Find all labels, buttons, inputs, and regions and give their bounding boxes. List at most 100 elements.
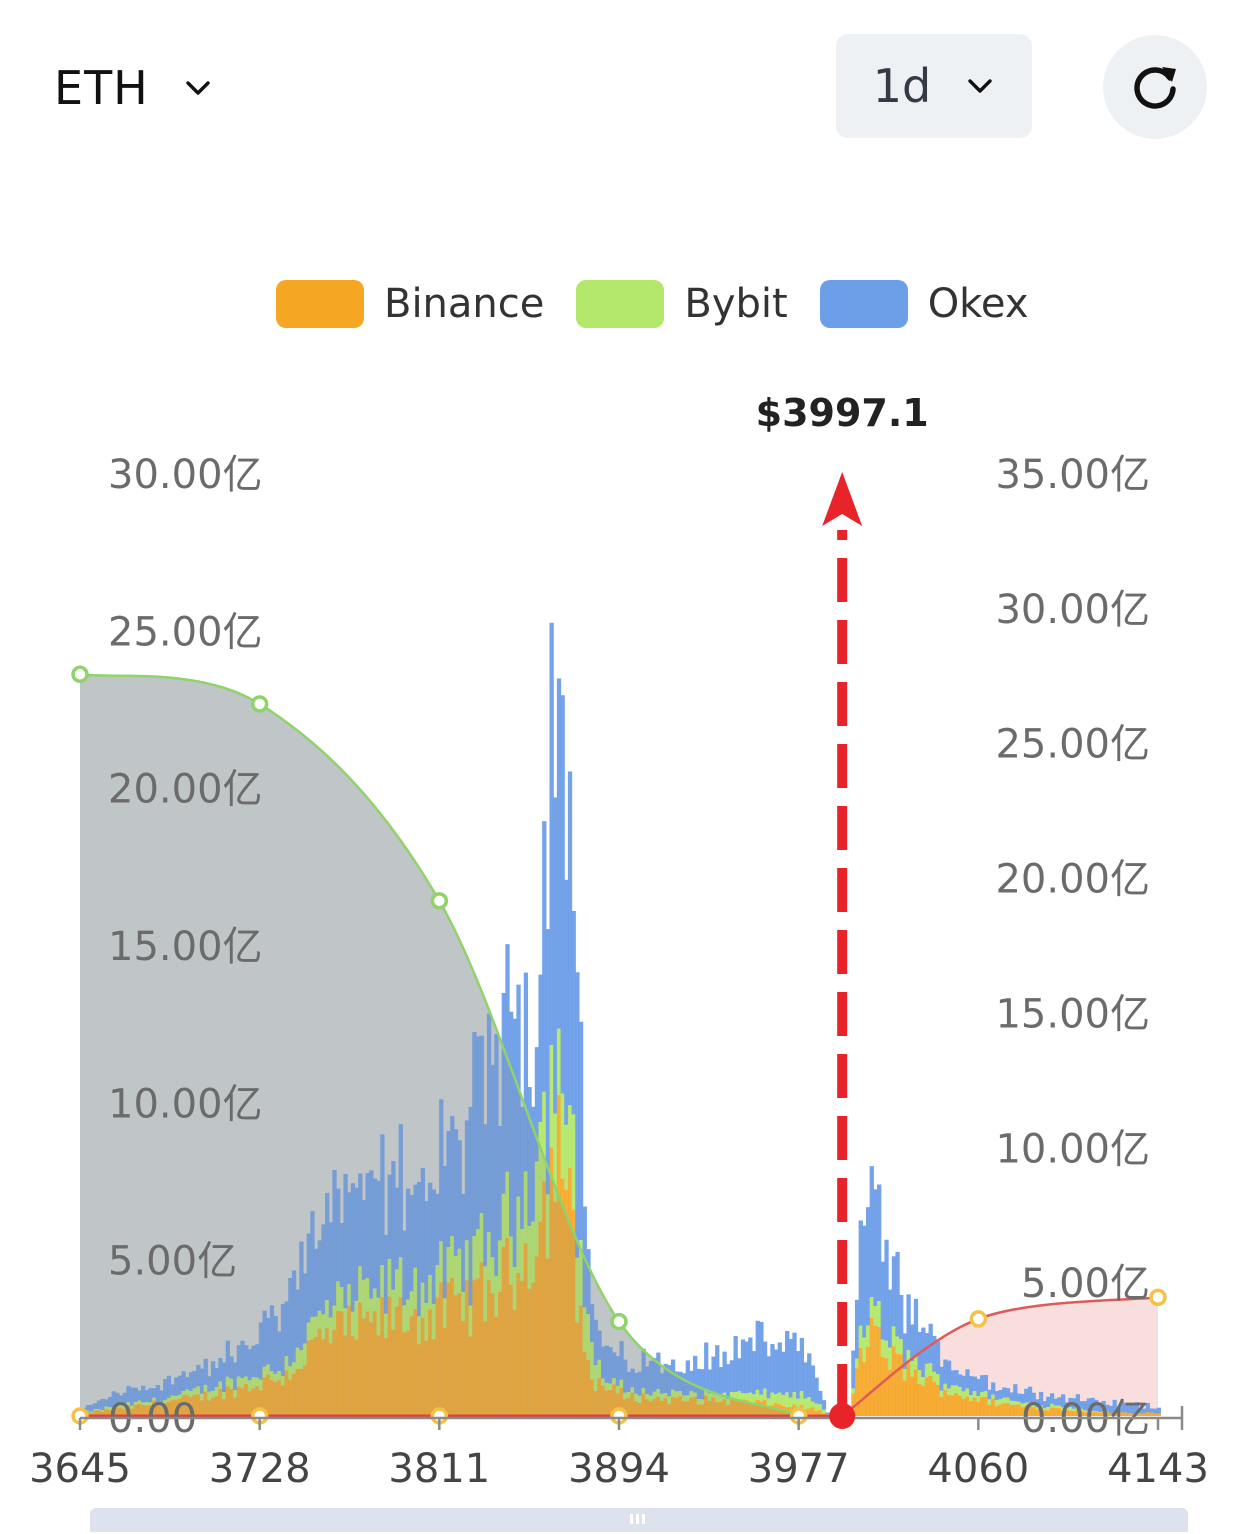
bar-bybit: [652, 1391, 657, 1399]
bar-okex: [623, 1359, 628, 1393]
bar-okex: [1061, 1394, 1066, 1408]
bar-binance: [461, 1321, 466, 1416]
bar-okex: [490, 1064, 495, 1258]
bar-bybit: [214, 1387, 219, 1397]
bar-okex: [895, 1251, 900, 1337]
bar-okex: [361, 1199, 367, 1280]
bar-bybit: [693, 1392, 698, 1398]
bar-bybit: [1061, 1407, 1066, 1411]
bar-binance: [258, 1390, 264, 1416]
left-axis-tick-label: 25.00亿: [108, 609, 263, 655]
bar-bybit: [785, 1392, 790, 1408]
bar-okex: [759, 1321, 764, 1395]
bar-binance: [1075, 1409, 1081, 1416]
bar-okex: [877, 1184, 882, 1302]
bar-bybit: [501, 1193, 506, 1247]
current-price-arrow: [822, 472, 863, 526]
bar-okex: [96, 1400, 102, 1410]
bar-bybit: [575, 1257, 580, 1323]
legend-item-bybit[interactable]: Bybit: [576, 280, 788, 328]
bar-okex: [306, 1233, 311, 1323]
bar-binance: [255, 1386, 260, 1416]
bar-okex: [1042, 1401, 1047, 1409]
bar-binance: [115, 1407, 120, 1416]
bar-bybit: [604, 1382, 609, 1391]
bar-okex: [729, 1360, 735, 1393]
bar-binance: [483, 1321, 488, 1416]
bar-bybit: [225, 1376, 230, 1387]
bar-okex: [910, 1324, 915, 1361]
bar-bybit: [1049, 1403, 1055, 1408]
bar-bybit: [284, 1356, 289, 1371]
bar-binance: [126, 1405, 131, 1416]
bar-binance: [214, 1396, 219, 1416]
bar-binance: [578, 1305, 584, 1416]
bar-binance: [670, 1397, 676, 1416]
bar-okex: [258, 1322, 264, 1380]
bar-binance: [946, 1395, 952, 1416]
bar-bybit: [792, 1392, 797, 1405]
bar-okex: [402, 1230, 407, 1306]
bar-binance: [865, 1347, 871, 1416]
bar-bybit: [556, 1028, 562, 1095]
bar-bybit: [619, 1379, 624, 1388]
bar-binance: [991, 1398, 996, 1416]
bar-binance: [240, 1388, 245, 1416]
bar-okex: [512, 1018, 517, 1268]
bar-okex: [744, 1341, 749, 1394]
bar-okex: [913, 1298, 919, 1356]
bar-binance: [1049, 1407, 1055, 1416]
bar-okex: [667, 1365, 672, 1397]
bar-okex: [685, 1360, 690, 1396]
bar-binance: [689, 1397, 694, 1416]
bar-bybit: [689, 1391, 694, 1398]
period-dropdown[interactable]: 1d: [836, 34, 1032, 138]
bar-okex: [398, 1124, 403, 1258]
bar-binance: [497, 1291, 503, 1416]
bar-binance: [729, 1397, 735, 1416]
bar-okex: [1016, 1393, 1022, 1402]
bar-okex: [1079, 1401, 1084, 1409]
bar-bybit: [266, 1364, 271, 1375]
bar-bybit: [670, 1389, 676, 1398]
bar-okex: [428, 1182, 433, 1276]
bar-okex: [586, 1249, 591, 1315]
bar-bybit: [428, 1275, 433, 1310]
legend-item-okex[interactable]: Okex: [819, 280, 1029, 328]
bar-binance: [877, 1326, 882, 1416]
bar-okex: [1123, 1403, 1128, 1413]
bar-bybit: [542, 1091, 547, 1182]
bar-okex: [347, 1192, 352, 1285]
bar-bybit: [700, 1399, 705, 1405]
bar-okex: [420, 1168, 425, 1283]
bar-binance: [1016, 1404, 1022, 1416]
bar-binance: [1112, 1412, 1117, 1416]
bar-okex: [199, 1368, 205, 1394]
bar-binance: [295, 1368, 300, 1416]
bar-okex: [939, 1366, 944, 1391]
bar-binance: [306, 1340, 311, 1416]
bar-binance: [413, 1309, 418, 1416]
bar-okex: [497, 1126, 503, 1241]
bar-bybit: [608, 1383, 613, 1390]
bar-okex: [560, 695, 565, 1094]
bar-bybit: [637, 1395, 643, 1404]
bar-bybit: [372, 1288, 378, 1312]
zoom-scrollbar[interactable]: [90, 1508, 1188, 1532]
bar-bybit: [751, 1394, 757, 1405]
bar-okex: [553, 797, 558, 1114]
bar-okex: [376, 1180, 381, 1298]
bar-bybit: [100, 1410, 105, 1412]
bar-bybit: [593, 1365, 598, 1391]
asset-dropdown[interactable]: ETH: [54, 52, 213, 124]
bar-okex: [321, 1224, 326, 1315]
bar-bybit: [718, 1395, 724, 1403]
bar-bybit: [674, 1391, 679, 1398]
bar-binance: [656, 1396, 661, 1416]
bar-binance: [943, 1390, 948, 1416]
refresh-button[interactable]: [1103, 35, 1207, 139]
legend-item-binance[interactable]: Binance: [276, 280, 544, 328]
bar-binance: [192, 1394, 197, 1416]
bar-binance: [1138, 1413, 1143, 1416]
bar-okex: [1116, 1406, 1121, 1414]
